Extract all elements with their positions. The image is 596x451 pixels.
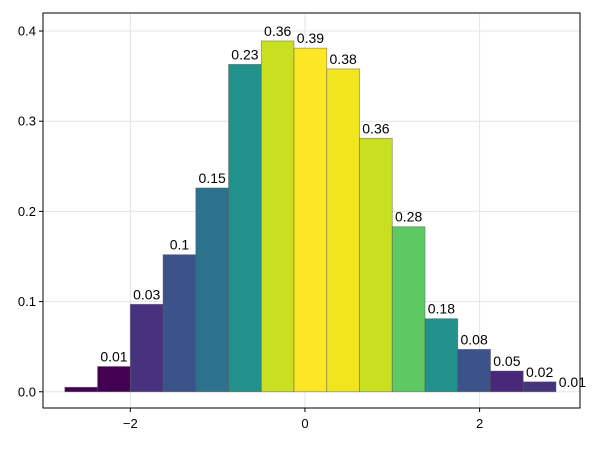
- y-tick-label: 0.4: [18, 24, 36, 39]
- bar-value-label: 0.36: [362, 120, 389, 136]
- histogram-bar: [162, 254, 197, 393]
- histogram-bar: [64, 386, 98, 393]
- bar-value-label: 0.39: [297, 30, 324, 46]
- bar-value-label: 0.02: [526, 364, 553, 380]
- axes: 0.0 0.1 0.2 0.3 0.4 −2 0 2: [18, 24, 483, 431]
- histogram-bar: [424, 318, 459, 393]
- bar-value-label: 0.01: [100, 349, 127, 365]
- bar-value-label: 0.05: [493, 353, 520, 369]
- histogram-bar: [457, 348, 491, 393]
- bar-value-labels: 0.01 0.03 0.1 0.15 0.23 0.36 0.39 0.38 0.36 0.28 0…: [100, 23, 586, 390]
- bar-value-label: 0.28: [395, 209, 422, 225]
- bar-value-label: 0.38: [330, 51, 357, 67]
- y-tick-label: 0.1: [18, 294, 36, 309]
- histogram-bar: [195, 187, 229, 393]
- bar-value-label: 0.03: [133, 286, 160, 302]
- bar-value-label: 0.01: [559, 374, 586, 390]
- histogram-bar: [97, 366, 131, 393]
- x-tick-label: 2: [476, 416, 483, 431]
- bar-value-label: 0.23: [231, 46, 258, 62]
- histogram-bar: [522, 381, 557, 393]
- histogram-bar: [293, 47, 328, 393]
- histogram-bar: [260, 40, 295, 393]
- bar-value-label: 0.18: [428, 301, 455, 317]
- y-tick-label: 0.3: [18, 114, 36, 129]
- histogram-bar: [490, 370, 524, 393]
- plot-frame: [42, 12, 581, 409]
- histogram-bar: [391, 226, 426, 393]
- histogram-bar: [359, 137, 393, 393]
- x-tick-label: 0: [301, 416, 308, 431]
- histogram-bar: [326, 68, 360, 393]
- histogram-bars: [64, 40, 557, 393]
- bar-value-label: 0.15: [199, 170, 226, 186]
- histogram-bar: [228, 64, 262, 393]
- bar-value-label: 0.1: [170, 237, 190, 253]
- histogram-bar: [129, 303, 164, 393]
- x-tick-label: −2: [123, 416, 138, 431]
- bar-value-label: 0.36: [264, 23, 291, 39]
- bar-value-label: 0.08: [461, 331, 488, 347]
- y-tick-label: 0.0: [18, 384, 36, 399]
- y-tick-label: 0.2: [18, 204, 36, 219]
